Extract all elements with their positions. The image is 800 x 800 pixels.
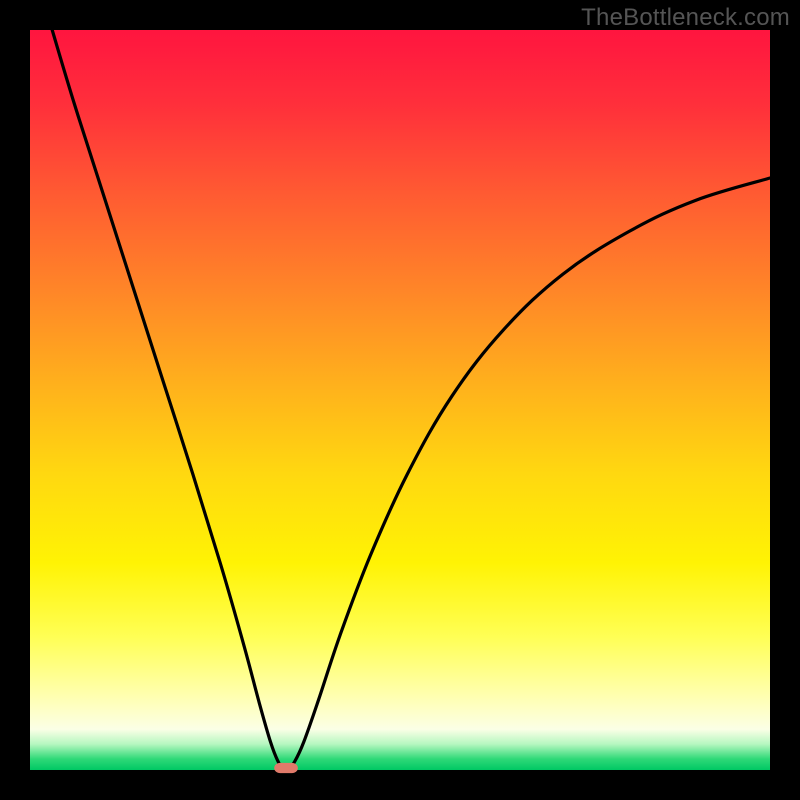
bottleneck-chart (0, 0, 800, 800)
vertex-marker (274, 763, 298, 773)
chart-background-gradient (30, 30, 770, 770)
watermark-text: TheBottleneck.com (581, 4, 790, 32)
